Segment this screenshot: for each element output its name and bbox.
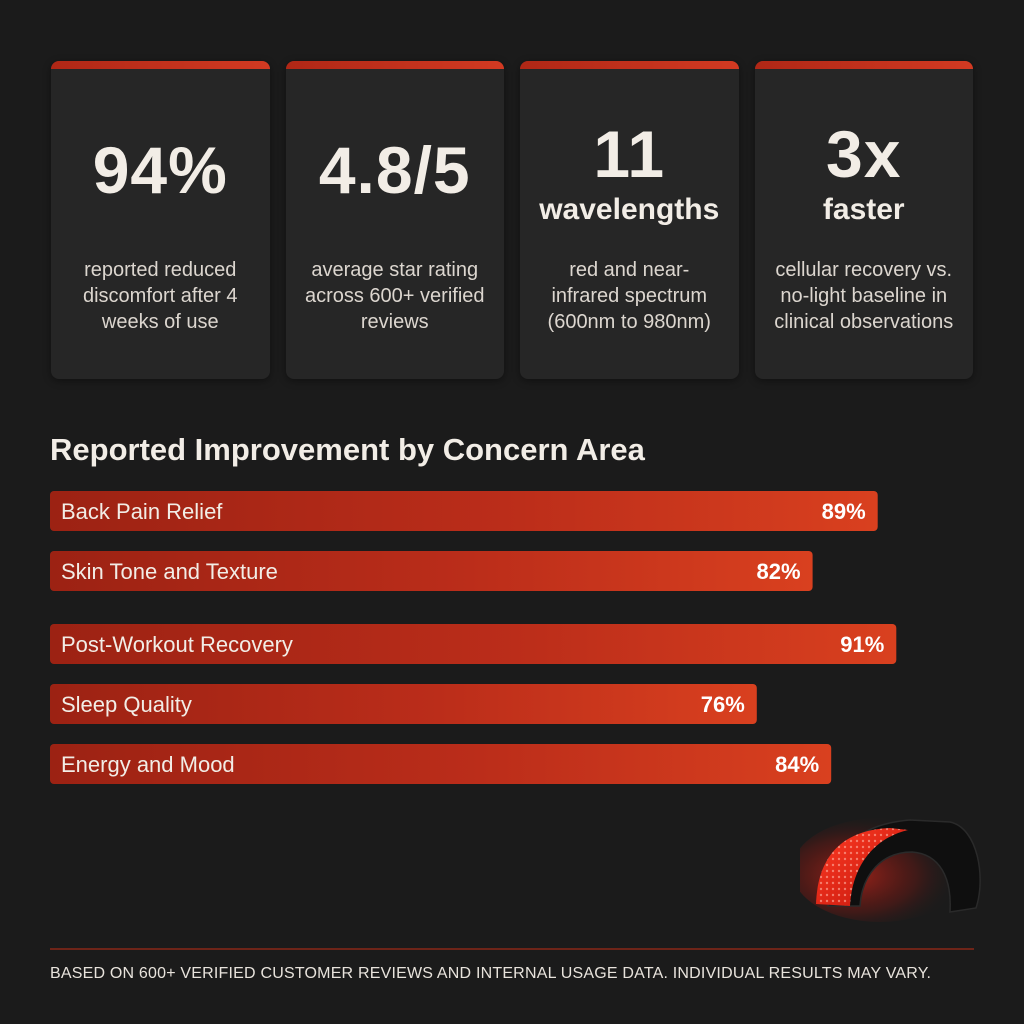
bar-group-skin-tone-and-texture: Skin Tone and Texture 82% [50,551,813,591]
bar-value-label: 82% [757,559,801,584]
bar-group-post-workout-recovery: Post-Workout Recovery 91% [50,624,897,664]
stat-card-wavelengths: 11 wavelengths red and near-infrared spe… [520,61,739,379]
footer-divider [50,948,974,950]
bar-value-label: 76% [701,692,745,717]
bar [50,684,757,724]
bar [50,551,813,591]
stat-unit: wavelengths [539,193,720,226]
bar [50,491,878,531]
bar-group-sleep-quality: Sleep Quality 76% [50,684,757,724]
footnote: BASED ON 600+ VERIFIED CUSTOMER REVIEWS … [50,965,932,982]
bar-label: Back Pain Relief [61,499,223,524]
bar-label: Skin Tone and Texture [61,559,278,584]
bar-label: Post-Workout Recovery [61,632,293,657]
stat-value: 3x [826,117,902,191]
bar-value-label: 91% [840,632,884,657]
bar-label: Sleep Quality [61,692,192,717]
stat-card-faster-recovery: 3x faster cellular recovery vs. no-light… [754,61,973,379]
stat-value: 94% [92,133,228,207]
bar-group-energy-and-mood: Energy and Mood 84% [50,744,832,784]
stat-unit: faster [822,193,905,226]
improvement-bar-chart: Back Pain Relief 89% Skin Tone and Texture… [50,491,897,784]
stat-value: 4.8/5 [318,133,471,207]
red-light-therapy-device-icon [800,818,981,922]
bar-label: Energy and Mood [61,752,235,777]
stat-description: average star rating across 600+ verified… [304,259,485,333]
bar [50,624,897,664]
stat-value: 11 [593,117,666,191]
stat-description: red and near-infrared spectrum (600nm to… [547,259,711,333]
bar-value-label: 89% [822,499,866,524]
stat-description: cellular recovery vs. no-light baseline … [774,259,954,333]
chart-title: Reported Improvement by Concern Area [50,432,645,467]
bar-group-back-pain-relief: Back Pain Relief 89% [50,491,878,531]
stat-description: reported reduced discomfort after 4 week… [82,259,238,333]
stat-card-star-rating: 4.8/5 average star rating across 600+ ve… [285,61,504,379]
bar [50,744,832,784]
stats-row: 94% reported reduced discomfort after 4 … [51,61,973,379]
bar-value-label: 84% [775,752,819,777]
stat-card-reduced-discomfort: 94% reported reduced discomfort after 4 … [51,61,270,379]
